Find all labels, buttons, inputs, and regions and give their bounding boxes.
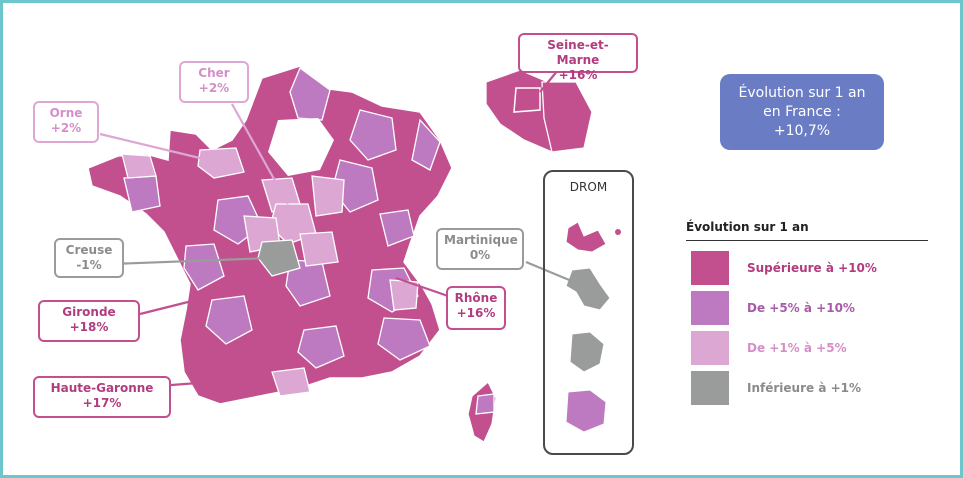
callout-orne: Orne +2% (33, 101, 99, 143)
department-creuse (257, 239, 301, 277)
legend-label-superieure: Supérieure à +10% (747, 261, 877, 275)
callout-creuse: Creuse -1% (54, 238, 124, 278)
callout-haute-garonne-name: Haute-Garonne (50, 381, 154, 395)
callout-rhone-value: +16% (456, 306, 496, 320)
department-zone-vendee (183, 243, 225, 291)
department-calvados-light (121, 153, 157, 179)
legend-item-superieure: Supérieure à +10% (691, 251, 877, 285)
callout-seine-et-marne-name: Seine-et-Marne (547, 38, 609, 67)
leader-creuse (111, 256, 273, 266)
callout-creuse-value: -1% (76, 258, 102, 272)
national-line3: +10,7% (773, 122, 831, 139)
drom-inset-box: DROM (543, 170, 634, 455)
department-zone-alsace (411, 118, 441, 171)
department-zone-aquitaine (205, 295, 253, 345)
callout-orne-name: Orne (49, 106, 83, 120)
department-zone-brittany-east (123, 175, 161, 213)
department-gers-light (271, 367, 311, 397)
martinique (565, 267, 611, 311)
guyane (569, 331, 605, 373)
department-nievre-light (311, 175, 345, 217)
callout-seine-et-marne-value: +16% (558, 68, 598, 82)
national-line1: Évolution sur 1 an (738, 84, 866, 101)
callout-cher-name: Cher (198, 66, 230, 80)
legend-item-5-10: De +5% à +10% (691, 291, 855, 325)
leader-gironde (139, 298, 197, 316)
leader-cher (231, 103, 289, 205)
callout-cher: Cher +2% (179, 61, 249, 103)
callout-martinique-value: 0% (469, 248, 491, 262)
ile-de-france-inner (513, 87, 541, 113)
legend-label-5-10: De +5% à +10% (747, 301, 855, 315)
callout-haute-garonne: Haute-Garonne +17% (33, 376, 171, 418)
legend-swatch-inferieure (691, 371, 729, 405)
callout-rhone: Rhône +16% (446, 286, 506, 330)
legend-label-1-5: De +1% à +5% (747, 341, 847, 355)
leader-rhone (395, 276, 449, 298)
department-zone-provence (377, 317, 431, 361)
callout-gironde: Gironde +18% (38, 300, 140, 342)
legend-label-inferieure: Inférieure à +1% (747, 381, 862, 395)
national-line2: en France : (763, 103, 841, 120)
corsica-north (475, 393, 495, 415)
reunion (565, 389, 607, 433)
department-orne (197, 147, 245, 179)
department-allier-light (299, 231, 339, 267)
leader-seine-et-marne (539, 69, 559, 93)
callout-gironde-name: Gironde (62, 305, 116, 319)
leader-haute-garonne (157, 378, 239, 388)
leader-martinique (525, 260, 575, 284)
legend: Évolution sur 1 an (686, 220, 928, 241)
department-zone-lorraine (349, 109, 397, 161)
guadeloupe-island (615, 229, 621, 235)
callout-seine-et-marne: Seine-et-Marne +16% (518, 33, 638, 82)
paris-area-blank (268, 118, 334, 176)
seine-et-marne-dept (541, 81, 593, 153)
callout-haute-garonne-value: +17% (82, 396, 122, 410)
callout-martinique-name: Martinique (444, 233, 518, 247)
legend-title: Évolution sur 1 an (686, 220, 928, 241)
callout-orne-value: +2% (50, 121, 82, 135)
legend-swatch-1-5 (691, 331, 729, 365)
callout-martinique: Martinique 0% (436, 228, 524, 270)
drom-title: DROM (569, 180, 608, 194)
department-zone-occitanie (297, 325, 345, 369)
callout-creuse-name: Creuse (65, 243, 113, 257)
callout-gironde-value: +18% (69, 320, 109, 334)
legend-item-inferieure: Inférieure à +1% (691, 371, 861, 405)
legend-swatch-superieure (691, 251, 729, 285)
leader-orne (99, 132, 209, 162)
legend-item-1-5: De +1% à +5% (691, 331, 847, 365)
department-zone-jura (379, 209, 415, 247)
legend-swatch-5-10 (691, 291, 729, 325)
guadeloupe (565, 221, 607, 253)
national-summary-box: Évolution sur 1 an en France : +10,7% (720, 74, 884, 150)
callout-rhone-name: Rhône (454, 291, 498, 305)
callout-cher-value: +2% (198, 81, 230, 95)
